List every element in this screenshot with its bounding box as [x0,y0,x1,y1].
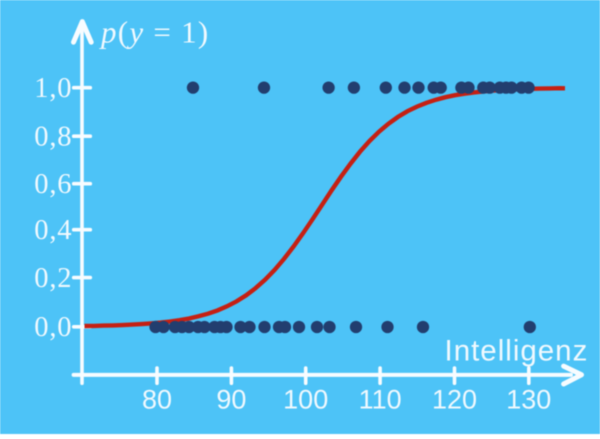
svg-text:0,4: 0,4 [34,215,72,246]
svg-text:80: 80 [142,385,172,415]
svg-text:0,2: 0,2 [34,263,72,294]
svg-text:1,0: 1,0 [34,73,72,104]
svg-text:0,8: 0,8 [34,122,72,153]
svg-text:110: 110 [359,385,402,415]
svg-text:120: 120 [432,385,477,415]
svg-text:90: 90 [216,385,246,415]
svg-text:0,6: 0,6 [34,169,72,200]
svg-text:100: 100 [283,385,328,415]
svg-text:130: 130 [506,385,551,415]
svg-text:p(y = 1): p(y = 1) [99,15,209,50]
svg-text:0,0: 0,0 [34,312,72,343]
svg-text:Intelligenz: Intelligenz [445,335,589,368]
